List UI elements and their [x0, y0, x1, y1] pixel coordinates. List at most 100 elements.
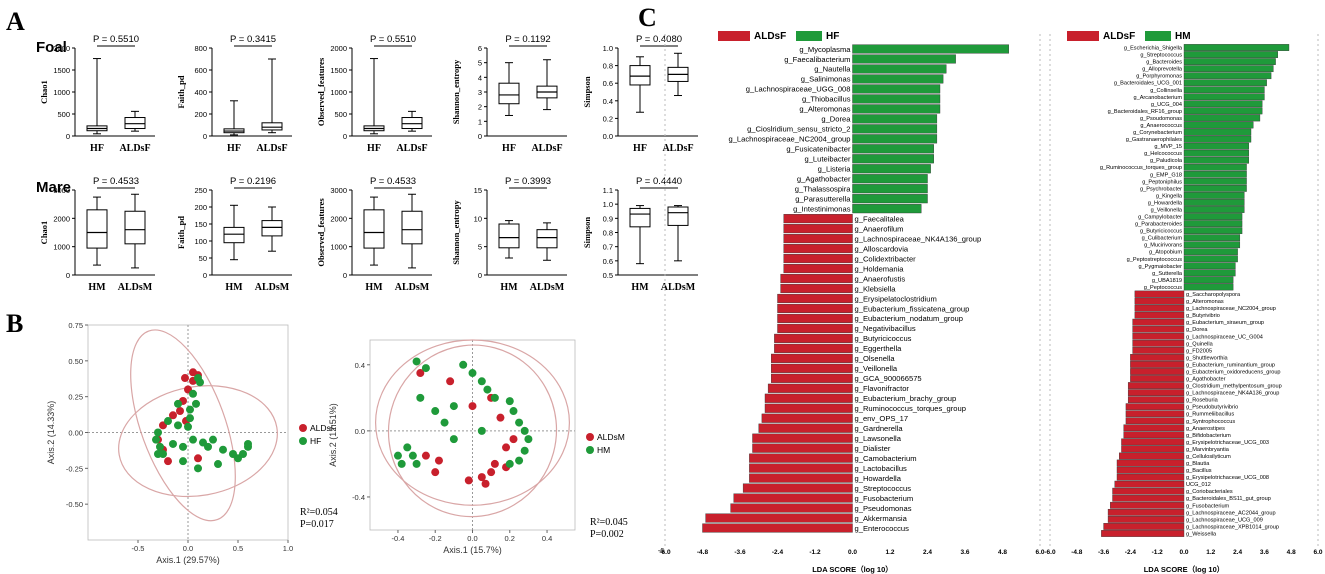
- box: [124, 210, 146, 245]
- lda-bar: [783, 244, 853, 254]
- category-label: HM: [365, 282, 383, 293]
- point-HF: [174, 399, 182, 408]
- p-value: P = 0.4533: [370, 176, 416, 187]
- y-tick-label: 3000: [330, 186, 347, 195]
- lda-bar: [783, 254, 853, 264]
- lda-bar-label: g_Peptostreptococcus: [1127, 257, 1183, 263]
- boxplot-mare_chao1: 0 1000 2000 3000 Chao1 HM ALDsM P = 0.4533: [39, 176, 155, 293]
- lda-bar: [783, 264, 853, 274]
- lda-bar: [852, 84, 941, 94]
- legend-label: ALDsF: [1103, 31, 1135, 42]
- box: [536, 229, 558, 249]
- lda-bar: [1132, 346, 1185, 354]
- boxplot-mare_obs: 0 1000 2000 3000 Observed_features HM ALDsM P =…: [316, 176, 432, 293]
- lda-bar: [758, 423, 853, 433]
- p-value: P = 0.3993: [505, 176, 551, 187]
- lda-bar-label: g_Weissella: [1186, 531, 1217, 537]
- lda-bar-label: g_Howardella: [855, 474, 902, 483]
- lda-bar-label: g_Alteromonas: [799, 105, 850, 114]
- y-tick-label: 50: [199, 254, 207, 263]
- lda-bar: [777, 323, 853, 333]
- lda-bar-label: g_Eubacterium_oxidoreducens_group: [1186, 369, 1281, 375]
- lda-bar: [852, 174, 928, 184]
- lda-bar-label: g_Agathobacter: [1186, 377, 1226, 383]
- boxplot-mare_simpson: 0.5 0.6 0.7 0.8 0.9 1.0 1.1 Simpson HM ALDsM P = 0…: [582, 176, 698, 293]
- x-tick-label: -4.8: [697, 549, 709, 556]
- y-tick-label: 0.9: [603, 214, 613, 223]
- lda-bar-label: g_Bacteroidales_BS11_gut_group: [1186, 496, 1271, 502]
- y-tick-label: -0.4: [352, 493, 365, 502]
- point-HF: [196, 378, 204, 387]
- panel-label-a: A: [6, 7, 25, 36]
- lda-bar: [1121, 438, 1185, 446]
- lda-bar: [852, 54, 956, 64]
- lda-bar: [1183, 269, 1236, 277]
- panel-label-c: C: [638, 3, 657, 32]
- y-axis-label: Simpson: [582, 76, 592, 107]
- legend-label: HF: [826, 31, 839, 42]
- x-tick-label: 1.2: [885, 549, 894, 556]
- lda-bar-label: g_Psoudomonas: [1140, 116, 1182, 122]
- lda-bar-label: g_Howardella: [1148, 200, 1183, 206]
- y-tick-label: 5: [478, 59, 482, 68]
- p-value: P = 0.2196: [230, 176, 276, 187]
- x-tick-label: 1.0: [283, 544, 293, 553]
- lda-bar: [1183, 199, 1245, 206]
- lda-bar-label: g_Faecalitalea: [855, 214, 905, 223]
- legend-label: ALDsF: [754, 31, 786, 42]
- y-tick-label: 0.4: [603, 97, 613, 106]
- lda-bar: [852, 154, 934, 164]
- x-tick-label: 0.5: [233, 544, 243, 553]
- lda-bar-label: g_Ruminococcus_torques_group: [855, 404, 966, 413]
- legend-label: ALDsM: [597, 432, 625, 442]
- point-HF: [244, 439, 252, 448]
- box: [124, 117, 146, 130]
- y-tick-label: 1: [478, 117, 482, 126]
- lda-bar: [1183, 149, 1249, 157]
- x-tick-label: -0.4: [391, 534, 404, 543]
- lda-bar-label: g_Gardnerella: [855, 424, 904, 433]
- y-tick-label: 0: [203, 132, 207, 141]
- lda-bar-label: g_Lachnospiraceae_NC2004_group: [1186, 306, 1276, 312]
- y-tick-label: 1.0: [603, 44, 613, 53]
- y-tick-label: 1.0: [603, 200, 613, 209]
- lda-bar-label: g_Alteromonas: [1186, 299, 1224, 305]
- legend-marker: [299, 437, 307, 445]
- lda-bar: [1183, 142, 1249, 150]
- lda-bar: [852, 134, 938, 144]
- y-tick-label: 1500: [53, 66, 70, 75]
- lda-bar: [1183, 234, 1241, 242]
- p-value: P = 0.5510: [370, 34, 416, 45]
- lda-bar: [852, 74, 944, 84]
- point-HF: [174, 421, 182, 430]
- lda-bar: [1183, 213, 1243, 220]
- point-ALDsM: [496, 413, 505, 422]
- lda-bar-label: g_Eubacterium_siraeum_group: [1186, 320, 1264, 326]
- lda-bar: [1183, 248, 1238, 256]
- lda-bar-label: g_Streptococcus: [855, 484, 912, 493]
- lda-bar-label: g_EMP_G18: [1150, 172, 1182, 178]
- confidence-ellipse: [118, 385, 278, 498]
- lda-bar: [742, 483, 853, 493]
- x-tick-label: -1.2: [1152, 549, 1164, 556]
- category-label: ALDsM: [395, 282, 430, 293]
- box: [498, 223, 520, 249]
- lda-bar-label: g_Flavonifractor: [855, 384, 910, 393]
- lda-bar: [1116, 473, 1185, 481]
- lda-bar: [777, 313, 853, 323]
- box: [629, 65, 651, 86]
- point-ALDsF: [169, 411, 177, 420]
- lda-bar-label: g_Bacteroidales_RF16_group: [1108, 109, 1182, 115]
- y-tick-label: 1500: [330, 66, 347, 75]
- stat-label: R²=0.054: [300, 507, 338, 518]
- lda-bar: [761, 413, 853, 423]
- lda-bar-label: g_Eggerthella: [855, 344, 903, 353]
- point-HF: [189, 389, 197, 398]
- lda-bar: [1183, 58, 1276, 65]
- point-HF: [154, 428, 162, 437]
- point-HF: [219, 445, 227, 454]
- y-tick-label: 0: [203, 271, 207, 280]
- y-tick-label: 400: [194, 88, 207, 97]
- y-tick-label: 0.2: [603, 114, 613, 123]
- x-tick-label: 4.8: [1287, 549, 1296, 556]
